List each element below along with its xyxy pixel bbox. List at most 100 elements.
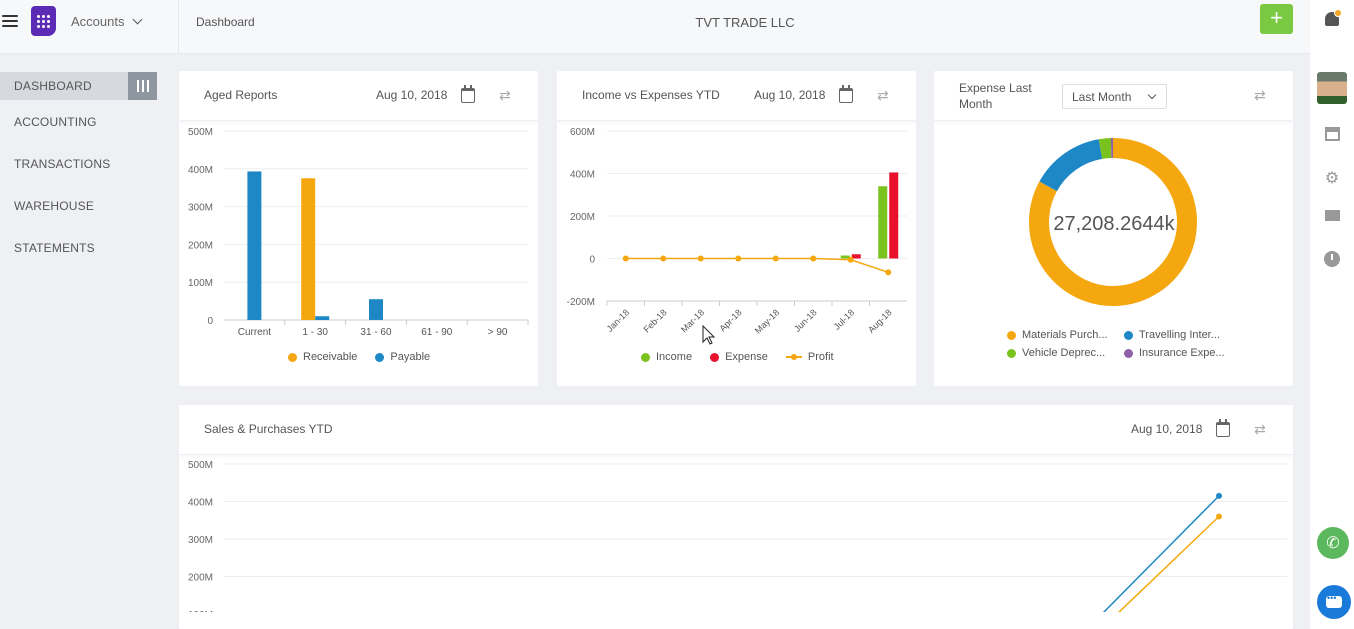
- filter-settings-icon[interactable]: [128, 72, 157, 100]
- x-tick-label: Jun-18: [792, 307, 819, 334]
- legend-label: Profit: [807, 351, 834, 363]
- y-tick-label: 300M: [188, 535, 213, 546]
- refresh-icon[interactable]: ⇄: [1254, 421, 1266, 437]
- series-line: [1102, 495, 1220, 612]
- add-button[interactable]: +: [1260, 4, 1293, 34]
- legend-travelling[interactable]: Travelling Inter...: [1124, 329, 1234, 341]
- x-tick-label: Jan-18: [605, 307, 632, 334]
- series-line: [1118, 515, 1220, 612]
- x-tick-label: Current: [238, 327, 272, 338]
- income-expenses-card: Income vs Expenses YTD Aug 10, 2018 ⇄ -2…: [557, 71, 916, 386]
- period-select-value: Last Month: [1072, 90, 1132, 104]
- avatar[interactable]: [1310, 72, 1354, 104]
- x-tick-label: Aug-18: [866, 307, 894, 335]
- profit-point: [660, 255, 667, 262]
- legend-label: Expense: [725, 351, 768, 363]
- right-rail: ⚙: [1310, 0, 1354, 629]
- profit-point: [885, 269, 892, 276]
- sales-purchases-card: Sales & Purchases YTD Aug 10, 2018 ⇄ 500…: [179, 405, 1293, 629]
- refresh-icon[interactable]: ⇄: [1254, 87, 1266, 103]
- hamburger-menu-icon[interactable]: [2, 12, 18, 30]
- calendar-icon[interactable]: [461, 85, 475, 103]
- bar-income: [878, 186, 888, 259]
- legend-vehicle[interactable]: Vehicle Deprec...: [1007, 347, 1124, 359]
- chevron-down-icon: [1147, 90, 1157, 100]
- mail-icon[interactable]: [1310, 210, 1354, 221]
- expense-donut-chart: [1029, 138, 1197, 306]
- calendar-icon[interactable]: [839, 85, 853, 103]
- x-tick-label: > 90: [488, 327, 508, 338]
- legend-materials[interactable]: Materials Purch...: [1007, 329, 1124, 341]
- donut-slice: [1039, 139, 1103, 192]
- profit-line: [625, 257, 889, 274]
- sidebar-item-transactions[interactable]: TRANSACTIONS: [14, 157, 111, 171]
- legend-label: Receivable: [303, 351, 358, 363]
- legend-income[interactable]: Income: [641, 351, 692, 363]
- bar-payable: [315, 316, 330, 320]
- chart-legend: Income Expense Profit: [641, 351, 834, 363]
- title-line: Month: [959, 97, 993, 111]
- mouse-cursor-icon: [702, 324, 716, 345]
- app-name: Accounts: [71, 14, 125, 29]
- y-tick-label: 400M: [188, 498, 213, 509]
- aged-reports-card: Aged Reports Aug 10, 2018 ⇄ 0 100M 200M 300…: [179, 71, 538, 386]
- legend-profit[interactable]: Profit: [785, 351, 834, 363]
- refresh-icon[interactable]: ⇄: [499, 87, 511, 103]
- legend-label: Materials Purch...: [1022, 329, 1108, 341]
- x-tick-label: May-18: [753, 307, 781, 335]
- bar-receivable: [301, 178, 316, 320]
- legend-label: Insurance Expe...: [1139, 347, 1225, 359]
- legend-insurance[interactable]: Insurance Expe...: [1124, 347, 1234, 359]
- y-tick-label: 400M: [188, 165, 213, 176]
- x-tick-label: Jul-18: [832, 307, 856, 331]
- legend-receivable[interactable]: Receivable: [288, 351, 357, 363]
- bell-icon[interactable]: [1310, 9, 1354, 26]
- y-tick-label: 400M: [570, 170, 595, 181]
- sidebar-item-accounting[interactable]: ACCOUNTING: [14, 115, 97, 129]
- refresh-icon[interactable]: ⇄: [877, 87, 889, 103]
- breadcrumb[interactable]: Dashboard: [196, 15, 255, 29]
- gear-icon[interactable]: ⚙: [1324, 170, 1340, 187]
- card-title: Income vs Expenses YTD: [582, 88, 720, 102]
- legend-expense[interactable]: Expense: [710, 351, 768, 363]
- donut-slice: [1098, 138, 1112, 159]
- period-select[interactable]: Last Month: [1062, 84, 1167, 109]
- x-tick-label: 31 - 60: [360, 327, 392, 338]
- calendar-icon[interactable]: [1216, 419, 1230, 437]
- clock-icon[interactable]: [1310, 251, 1354, 267]
- top-bar: Accounts Dashboard TVT TRADE LLC +: [0, 0, 1310, 54]
- card-date: Aug 10, 2018: [1131, 422, 1203, 436]
- y-tick-label: 200M: [188, 573, 213, 584]
- aged-bar-chart: 0 100M 200M 300M 400M 500M Current 1 - 30 31 - 6…: [188, 127, 529, 338]
- y-tick-label: 0: [589, 255, 595, 266]
- y-tick-label: 100M: [188, 278, 213, 289]
- y-tick-label: -200M: [567, 297, 595, 308]
- y-tick-label: 300M: [188, 203, 213, 214]
- bar-expense: [889, 172, 899, 259]
- bar-income: [840, 255, 850, 259]
- y-tick-label: 500M: [188, 460, 213, 471]
- sidebar-item-statements[interactable]: STATEMENTS: [14, 241, 95, 255]
- y-tick-label: 500M: [188, 127, 213, 138]
- sidebar-item-warehouse[interactable]: WAREHOUSE: [14, 199, 95, 213]
- card-title: Expense Last Month: [959, 80, 1032, 112]
- chart-legend: Receivable Payable: [288, 351, 430, 363]
- legend-label: Vehicle Deprec...: [1022, 347, 1106, 359]
- layout-icon[interactable]: [1310, 127, 1354, 141]
- bar-payable: [369, 299, 383, 320]
- sales-line-chart: 500M 400M 300M 200M 100M: [188, 460, 1287, 612]
- series-point: [1216, 492, 1222, 499]
- profit-point: [735, 255, 742, 262]
- legend-payable[interactable]: Payable: [375, 351, 430, 363]
- card-title: Aged Reports: [204, 88, 278, 102]
- card-header: Income vs Expenses YTD Aug 10, 2018 ⇄: [557, 71, 916, 121]
- chat-icon[interactable]: [1317, 585, 1351, 619]
- donut-total: 27,208.2644k: [1053, 213, 1175, 235]
- app-logo[interactable]: [31, 6, 56, 36]
- y-tick-label: 0: [207, 316, 213, 327]
- y-tick-label: 600M: [570, 127, 595, 138]
- phone-icon[interactable]: ✆: [1317, 527, 1349, 559]
- app-switcher[interactable]: Accounts: [71, 14, 143, 29]
- chart-legend: Materials Purch... Travelling Inter... V…: [1007, 329, 1234, 359]
- income-expense-chart: -200M 0 200M 400M 600M Jan-18 Feb-18 Mar-18 Apr-…: [567, 127, 907, 345]
